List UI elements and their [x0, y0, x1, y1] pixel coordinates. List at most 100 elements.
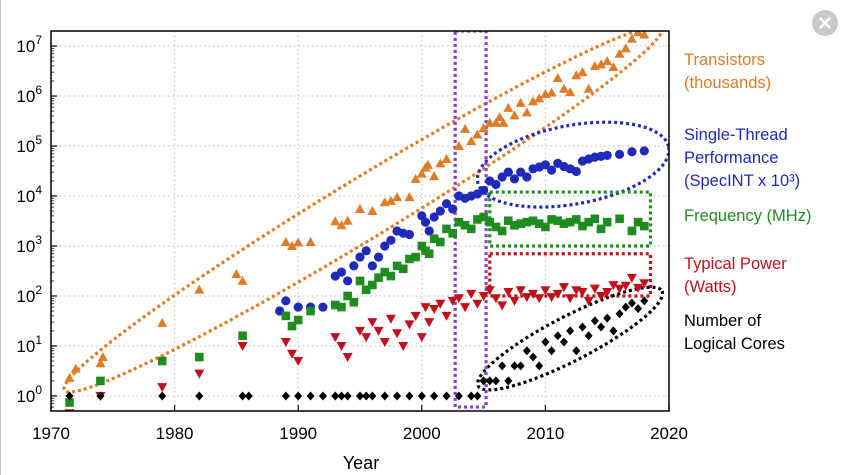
power-point — [416, 333, 427, 343]
frequency-point — [306, 306, 315, 316]
cores-point — [498, 361, 507, 371]
x-tick-label: 2000 — [403, 424, 441, 443]
transistors-point — [410, 173, 421, 183]
cores-point — [195, 391, 204, 401]
y-tick-label: 105 — [16, 133, 42, 156]
frequency-point — [417, 241, 427, 251]
single_thread-point — [491, 179, 501, 190]
frequency-point — [157, 356, 167, 366]
cores-point — [621, 302, 630, 312]
legend-entry: Number of Logical Cores — [684, 312, 785, 353]
frequency-point — [436, 237, 445, 247]
transistors-point — [287, 240, 298, 250]
close-button[interactable] — [812, 10, 838, 36]
x-tick-label: 2020 — [650, 424, 688, 443]
cores-ellipse — [476, 285, 665, 392]
cores-point — [244, 391, 253, 401]
frequency-point — [380, 267, 390, 277]
power-point — [392, 329, 403, 339]
transistors-point — [97, 352, 108, 362]
frequency-point — [337, 302, 346, 312]
cores-point — [343, 391, 352, 401]
cores-point — [473, 391, 482, 401]
power-point — [194, 369, 205, 379]
legend-line: (Watts) — [684, 278, 737, 296]
cores-point — [368, 391, 377, 401]
transistors-point — [342, 215, 353, 225]
power-point — [429, 304, 440, 314]
frequency-point — [411, 252, 420, 262]
frequency-point — [584, 217, 593, 227]
transistors-point — [330, 216, 341, 226]
legend-line: (thousands) — [684, 74, 771, 92]
cores-point — [603, 313, 612, 323]
cores-point — [337, 391, 346, 401]
transistors-point — [515, 97, 526, 107]
cores-point — [485, 376, 494, 386]
frequency-point — [392, 261, 402, 271]
transistors-point — [633, 31, 644, 37]
frequency-point — [627, 226, 637, 236]
frequency-point — [424, 249, 434, 259]
annotations — [62, 31, 669, 409]
power-point — [484, 286, 495, 296]
transistors-point — [466, 136, 477, 146]
transistors-point — [596, 59, 607, 69]
power-point — [404, 320, 415, 330]
legend-line: Number of — [684, 312, 761, 330]
cores-point — [393, 391, 402, 401]
cores-point — [547, 346, 556, 356]
cores-point — [615, 309, 624, 319]
y-tick-label: 107 — [16, 33, 42, 56]
frequency-series — [65, 212, 649, 407]
frequency-point — [195, 352, 204, 362]
transistors-point — [157, 317, 168, 327]
power-point — [379, 338, 390, 348]
cores-point — [362, 391, 371, 401]
frequency-point — [398, 264, 408, 274]
legend-line: Performance — [684, 149, 778, 167]
transistors-point — [280, 237, 291, 247]
single_thread-point — [441, 199, 452, 209]
single_thread-point — [429, 212, 439, 222]
frequency-point — [578, 221, 587, 231]
power-point — [398, 341, 409, 351]
frequency-point — [497, 226, 507, 236]
legend-entry: Typical Power (Watts) — [684, 255, 787, 296]
cores-point — [627, 298, 636, 308]
frequency-point — [534, 219, 544, 228]
single_thread-point — [343, 276, 353, 286]
single_thread-point — [639, 146, 649, 156]
power-point — [373, 326, 384, 336]
power-point — [546, 293, 557, 303]
power-point — [497, 301, 508, 311]
cores-point — [430, 391, 439, 401]
frequency-point — [522, 217, 532, 227]
single_thread-point — [386, 235, 396, 245]
frequency-point — [448, 228, 457, 238]
power-point — [596, 291, 607, 301]
transistors-point — [293, 237, 304, 247]
frequency-point — [238, 331, 247, 341]
frequency-point — [287, 321, 297, 331]
legend-line: Logical Cores — [684, 335, 785, 353]
frequency-point — [442, 224, 451, 234]
frequency-point — [547, 215, 556, 224]
power-point — [478, 291, 489, 301]
frequency-point — [565, 217, 575, 227]
frequency-point — [361, 285, 371, 295]
frequency-point — [615, 214, 624, 224]
frequency-point — [374, 273, 383, 282]
transistors-point — [498, 117, 509, 127]
frequency-point — [491, 222, 501, 232]
transistors-point — [558, 83, 569, 93]
legend-line: Single-Thread — [684, 126, 788, 144]
single_thread-point — [602, 150, 612, 160]
transistors-point — [614, 48, 625, 58]
transistors-series — [64, 31, 650, 382]
transistors-point — [404, 192, 415, 202]
power-point — [540, 286, 551, 296]
cores-point — [566, 326, 575, 336]
frequency-point — [65, 398, 74, 407]
power-point — [342, 353, 353, 363]
